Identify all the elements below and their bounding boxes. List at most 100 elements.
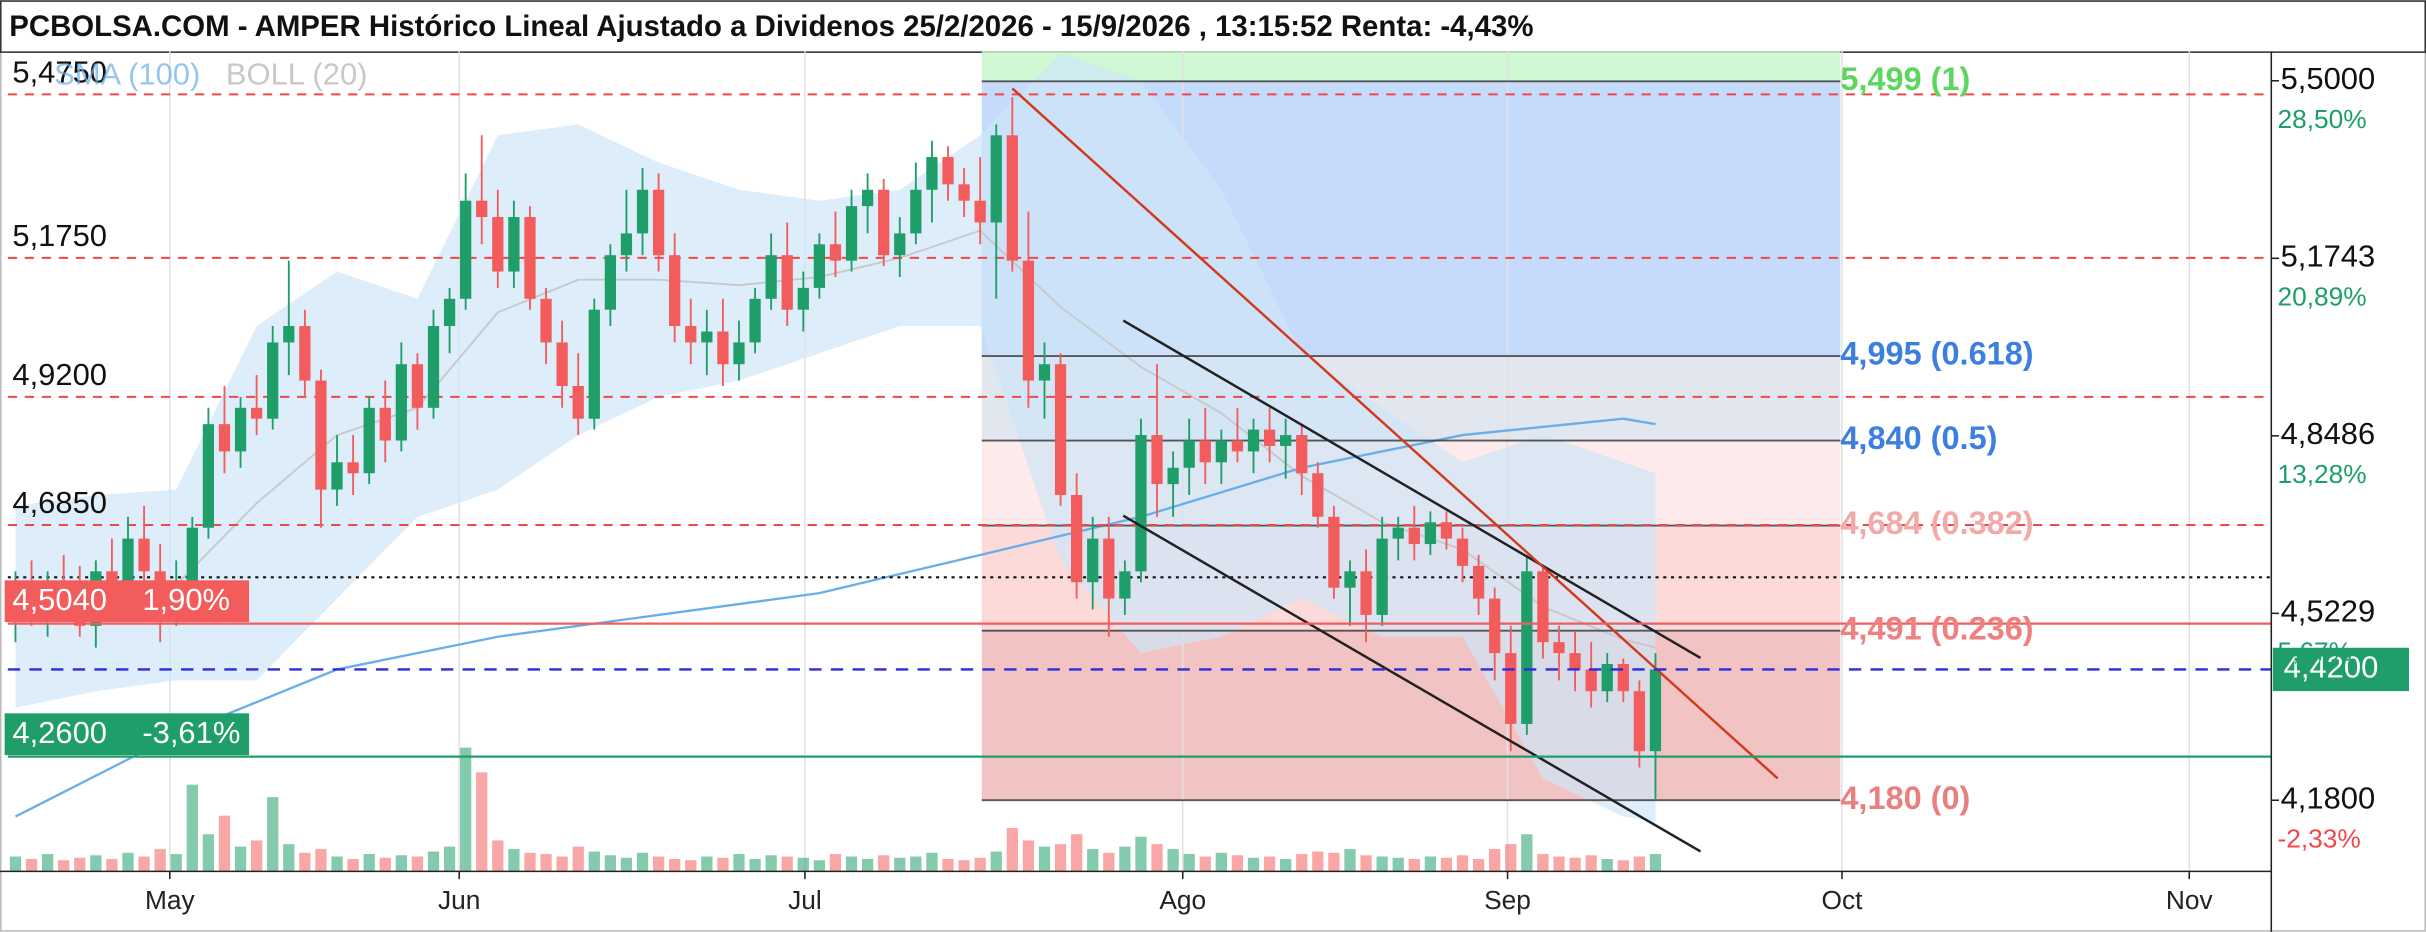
candle-body bbox=[1135, 435, 1147, 572]
x-tick-label: Sep bbox=[1484, 885, 1531, 915]
candle-body bbox=[1022, 260, 1035, 381]
candle-body bbox=[1601, 663, 1613, 692]
price-label: 4,5040 bbox=[12, 582, 107, 617]
volume-bar bbox=[106, 858, 118, 872]
volume-bar bbox=[1472, 858, 1485, 872]
y-tick-pct-label: 5,67% bbox=[2277, 637, 2352, 667]
x-tick-label: Jun bbox=[438, 885, 480, 915]
volume-bar bbox=[749, 858, 761, 872]
y-tick-label: 4,5229 bbox=[2281, 594, 2376, 629]
candle-body bbox=[894, 233, 906, 256]
volume-bar bbox=[813, 860, 826, 872]
candle-body bbox=[138, 538, 150, 572]
trendline bbox=[1011, 87, 1779, 780]
candle-body bbox=[942, 157, 954, 185]
candle-body bbox=[234, 407, 247, 452]
bollinger-mid bbox=[15, 229, 1656, 649]
candle-body bbox=[1054, 364, 1067, 496]
x-tick-label: Ago bbox=[1159, 885, 1206, 915]
trendline bbox=[1122, 514, 1702, 853]
volume-bar bbox=[1151, 844, 1163, 872]
candle-body bbox=[1296, 435, 1308, 474]
candle-body bbox=[395, 364, 407, 441]
volume-bar bbox=[218, 815, 231, 872]
volume-bar bbox=[1489, 849, 1501, 872]
y-tick-pct-label: -2,33% bbox=[2277, 823, 2360, 853]
candle-body bbox=[990, 135, 1002, 223]
volume-bar bbox=[1569, 857, 1581, 872]
volume-bar bbox=[845, 856, 858, 872]
volume-bar bbox=[1071, 834, 1083, 872]
volume-bar bbox=[395, 855, 407, 872]
volume-bar bbox=[1344, 849, 1356, 872]
fib-label: 4,491 (0.236) bbox=[1840, 610, 2033, 646]
level-label: 5,4750 bbox=[12, 54, 107, 89]
volume-bar bbox=[25, 858, 38, 872]
volume-bar bbox=[926, 852, 938, 872]
candle-body bbox=[781, 255, 793, 310]
candle-body bbox=[1537, 571, 1549, 643]
candle-body bbox=[1505, 653, 1517, 724]
volume-bar bbox=[717, 857, 729, 872]
volume-bar bbox=[9, 856, 22, 872]
candle-body bbox=[1071, 495, 1083, 583]
fib-zone bbox=[981, 630, 1841, 801]
volume-bar bbox=[251, 840, 263, 872]
volume-bar bbox=[1183, 854, 1195, 872]
volume-bar bbox=[476, 772, 488, 872]
candle-body bbox=[411, 364, 424, 408]
volume-bar bbox=[1054, 844, 1067, 872]
volume-bar bbox=[427, 851, 440, 872]
volume-bar bbox=[1215, 852, 1227, 872]
candle-body bbox=[1649, 669, 1662, 752]
candle-body bbox=[652, 189, 665, 256]
legend-sma: SMA (100) bbox=[54, 56, 200, 91]
candle-body bbox=[299, 326, 311, 381]
candle-body bbox=[1151, 435, 1163, 485]
volume-bar bbox=[186, 784, 198, 872]
volume-bar bbox=[636, 852, 649, 872]
candle-body bbox=[1263, 429, 1276, 446]
candle-body bbox=[604, 255, 616, 310]
volume-bar bbox=[685, 860, 697, 872]
volume-bar bbox=[443, 846, 456, 872]
volume-bar bbox=[1585, 855, 1597, 872]
volume-bar bbox=[508, 849, 520, 872]
candle-body bbox=[958, 184, 970, 201]
candle-body bbox=[1440, 522, 1453, 539]
candle-body bbox=[106, 571, 118, 588]
candle-body bbox=[427, 326, 440, 408]
volume-bar bbox=[733, 854, 745, 872]
volume-bar bbox=[1103, 852, 1115, 872]
candle-body bbox=[379, 407, 391, 441]
candle-body bbox=[701, 331, 713, 343]
volume-bar bbox=[363, 854, 375, 872]
volume-bar bbox=[170, 854, 182, 872]
candle-body bbox=[797, 287, 809, 310]
volume-bar bbox=[90, 855, 102, 872]
volume-bar bbox=[41, 854, 54, 872]
candle-body bbox=[765, 255, 777, 299]
y-tick-label: 4,1800 bbox=[2281, 780, 2376, 815]
volume-bar bbox=[1231, 855, 1244, 872]
candle-body bbox=[1103, 538, 1115, 599]
candle-body bbox=[492, 217, 504, 272]
volume-bar bbox=[878, 855, 890, 872]
candle-body bbox=[1199, 440, 1211, 463]
candle-body bbox=[1006, 135, 1018, 261]
volume-bar bbox=[58, 860, 70, 872]
candle-body bbox=[218, 424, 231, 452]
candle-body bbox=[1408, 527, 1420, 545]
volume-bar bbox=[1537, 854, 1549, 872]
candle-body bbox=[251, 407, 263, 419]
chart-title: PCBOLSA.COM - AMPER Histórico Lineal Aju… bbox=[9, 10, 1533, 43]
candle-body bbox=[443, 298, 456, 327]
volume-bar bbox=[299, 852, 311, 872]
volume-bar bbox=[315, 849, 327, 872]
y-tick-label: 5,5000 bbox=[2281, 61, 2376, 96]
volume-bar bbox=[1296, 854, 1308, 872]
volume-bar bbox=[701, 856, 713, 872]
volume-bar bbox=[1505, 844, 1517, 872]
legend-boll: BOLL (20) bbox=[226, 56, 368, 91]
